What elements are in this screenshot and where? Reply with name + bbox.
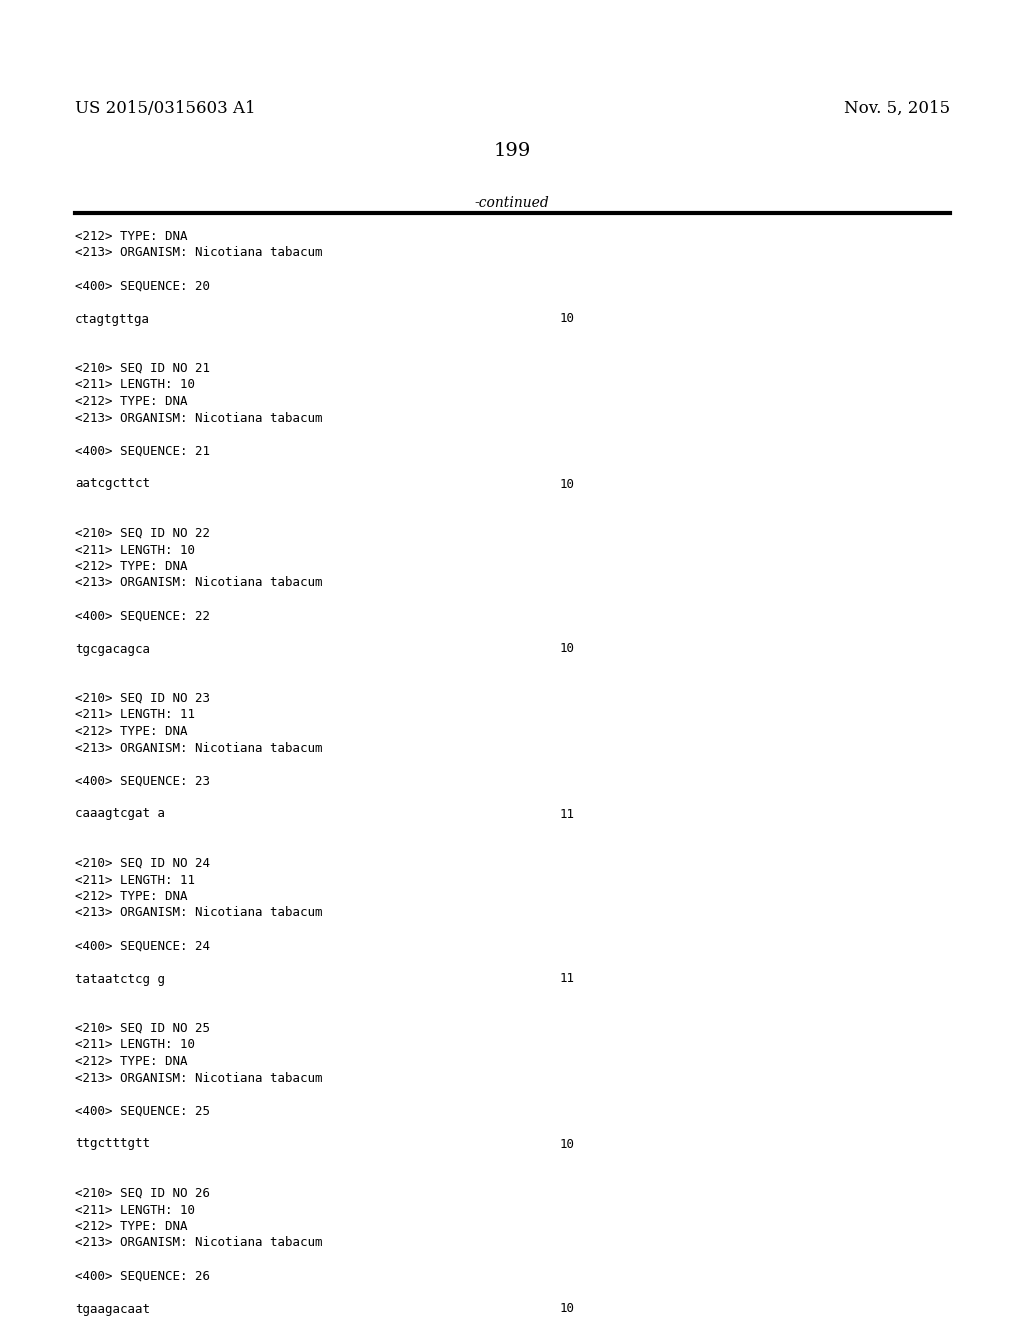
Text: <400> SEQUENCE: 22: <400> SEQUENCE: 22 bbox=[75, 610, 210, 623]
Text: <400> SEQUENCE: 20: <400> SEQUENCE: 20 bbox=[75, 280, 210, 293]
Text: 10: 10 bbox=[560, 313, 575, 326]
Text: <400> SEQUENCE: 26: <400> SEQUENCE: 26 bbox=[75, 1270, 210, 1283]
Text: 11: 11 bbox=[560, 973, 575, 986]
Text: <211> LENGTH: 10: <211> LENGTH: 10 bbox=[75, 544, 195, 557]
Text: 11: 11 bbox=[560, 808, 575, 821]
Text: <212> TYPE: DNA: <212> TYPE: DNA bbox=[75, 725, 187, 738]
Text: <213> ORGANISM: Nicotiana tabacum: <213> ORGANISM: Nicotiana tabacum bbox=[75, 907, 323, 920]
Text: <211> LENGTH: 11: <211> LENGTH: 11 bbox=[75, 709, 195, 722]
Text: <213> ORGANISM: Nicotiana tabacum: <213> ORGANISM: Nicotiana tabacum bbox=[75, 1072, 323, 1085]
Text: <212> TYPE: DNA: <212> TYPE: DNA bbox=[75, 1055, 187, 1068]
Text: tataatctcg g: tataatctcg g bbox=[75, 973, 165, 986]
Text: <212> TYPE: DNA: <212> TYPE: DNA bbox=[75, 1220, 187, 1233]
Text: Nov. 5, 2015: Nov. 5, 2015 bbox=[844, 100, 950, 117]
Text: <211> LENGTH: 10: <211> LENGTH: 10 bbox=[75, 1204, 195, 1217]
Text: <210> SEQ ID NO 25: <210> SEQ ID NO 25 bbox=[75, 1022, 210, 1035]
Text: <400> SEQUENCE: 25: <400> SEQUENCE: 25 bbox=[75, 1105, 210, 1118]
Text: <211> LENGTH: 10: <211> LENGTH: 10 bbox=[75, 379, 195, 392]
Text: 10: 10 bbox=[560, 1303, 575, 1316]
Text: tgcgacagca: tgcgacagca bbox=[75, 643, 150, 656]
Text: <212> TYPE: DNA: <212> TYPE: DNA bbox=[75, 560, 187, 573]
Text: ctagtgttga: ctagtgttga bbox=[75, 313, 150, 326]
Text: <210> SEQ ID NO 21: <210> SEQ ID NO 21 bbox=[75, 362, 210, 375]
Text: 10: 10 bbox=[560, 1138, 575, 1151]
Text: <213> ORGANISM: Nicotiana tabacum: <213> ORGANISM: Nicotiana tabacum bbox=[75, 412, 323, 425]
Text: <211> LENGTH: 10: <211> LENGTH: 10 bbox=[75, 1039, 195, 1052]
Text: US 2015/0315603 A1: US 2015/0315603 A1 bbox=[75, 100, 256, 117]
Text: <213> ORGANISM: Nicotiana tabacum: <213> ORGANISM: Nicotiana tabacum bbox=[75, 742, 323, 755]
Text: <213> ORGANISM: Nicotiana tabacum: <213> ORGANISM: Nicotiana tabacum bbox=[75, 247, 323, 260]
Text: aatcgcttct: aatcgcttct bbox=[75, 478, 150, 491]
Text: 199: 199 bbox=[494, 143, 530, 160]
Text: <210> SEQ ID NO 22: <210> SEQ ID NO 22 bbox=[75, 527, 210, 540]
Text: <212> TYPE: DNA: <212> TYPE: DNA bbox=[75, 395, 187, 408]
Text: <212> TYPE: DNA: <212> TYPE: DNA bbox=[75, 890, 187, 903]
Text: 10: 10 bbox=[560, 478, 575, 491]
Text: 10: 10 bbox=[560, 643, 575, 656]
Text: <400> SEQUENCE: 21: <400> SEQUENCE: 21 bbox=[75, 445, 210, 458]
Text: ttgctttgtt: ttgctttgtt bbox=[75, 1138, 150, 1151]
Text: <210> SEQ ID NO 24: <210> SEQ ID NO 24 bbox=[75, 857, 210, 870]
Text: <400> SEQUENCE: 23: <400> SEQUENCE: 23 bbox=[75, 775, 210, 788]
Text: -continued: -continued bbox=[475, 195, 549, 210]
Text: tgaagacaat: tgaagacaat bbox=[75, 1303, 150, 1316]
Text: <213> ORGANISM: Nicotiana tabacum: <213> ORGANISM: Nicotiana tabacum bbox=[75, 577, 323, 590]
Text: <210> SEQ ID NO 23: <210> SEQ ID NO 23 bbox=[75, 692, 210, 705]
Text: <211> LENGTH: 11: <211> LENGTH: 11 bbox=[75, 874, 195, 887]
Text: <212> TYPE: DNA: <212> TYPE: DNA bbox=[75, 230, 187, 243]
Text: caaagtcgat a: caaagtcgat a bbox=[75, 808, 165, 821]
Text: <213> ORGANISM: Nicotiana tabacum: <213> ORGANISM: Nicotiana tabacum bbox=[75, 1237, 323, 1250]
Text: <210> SEQ ID NO 26: <210> SEQ ID NO 26 bbox=[75, 1187, 210, 1200]
Text: <400> SEQUENCE: 24: <400> SEQUENCE: 24 bbox=[75, 940, 210, 953]
